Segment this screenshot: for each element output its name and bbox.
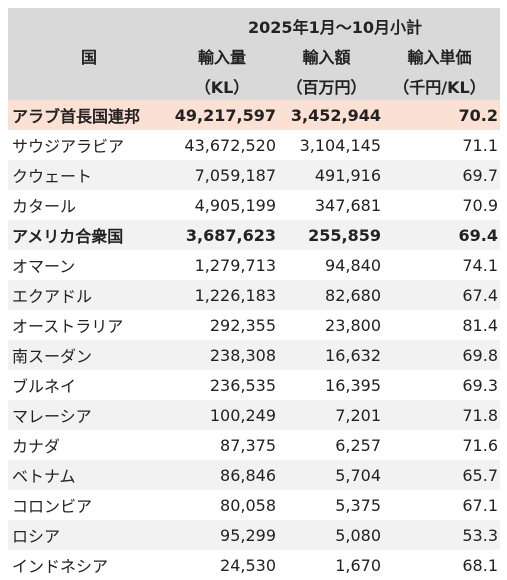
value-cell: 5,704 (335, 465, 381, 485)
column-unit: （千円/KL） (393, 78, 486, 97)
table-row: コロンビア 80,058 5,375 67.1 (8, 490, 500, 520)
period-header: 2025年1月～10月小計 (248, 18, 422, 37)
table-header: 2025年1月～10月小計 国 輸入量 （KL） 輸入額 （百万円） 輸入単価 … (8, 8, 500, 100)
table-row: 南スーダン 238,308 16,632 69.8 (8, 340, 500, 370)
value-cell: 43,672,520 (184, 135, 276, 155)
column-header: 国 (80, 48, 97, 67)
value-cell: 70.9 (462, 195, 498, 215)
value-cell: 69.3 (462, 375, 498, 395)
country-cell: コロンビア (12, 497, 93, 516)
country-cell: 南スーダン (12, 347, 93, 366)
column-unit: （百万円） (286, 78, 367, 97)
table-row: アメリカ合衆国 3,687,623 255,859 69.4 (8, 220, 500, 250)
country-cell: ブルネイ (12, 377, 77, 396)
table-row: ベトナム 86,846 5,704 65.7 (8, 460, 500, 490)
value-cell: 16,632 (325, 345, 381, 365)
value-cell: 347,681 (314, 195, 381, 215)
value-cell: 1,226,183 (194, 285, 276, 305)
value-cell: 81.4 (462, 315, 498, 335)
table: 2025年1月～10月小計 国 輸入量 （KL） 輸入額 （百万円） 輸入単価 … (8, 8, 500, 580)
country-cell: アラブ首長国連邦 (12, 107, 141, 126)
table-row: エクアドル 1,226,183 82,680 67.4 (8, 280, 500, 310)
value-cell: 74.1 (462, 255, 498, 275)
value-cell: 100,249 (209, 405, 276, 425)
value-cell: 1,279,713 (194, 255, 276, 275)
table-row: カタール 4,905,199 347,681 70.9 (8, 190, 500, 220)
value-cell: 236,535 (209, 375, 276, 395)
value-cell: 67.1 (462, 495, 498, 515)
table-row: カナダ 87,375 6,257 71.6 (8, 430, 500, 460)
value-cell: 49,217,597 (174, 105, 276, 125)
table-row: ロシア 95,299 5,080 53.3 (8, 520, 500, 550)
value-cell: 5,375 (335, 495, 381, 515)
value-cell: 69.4 (458, 225, 498, 245)
country-cell: クウェート (12, 167, 93, 186)
value-cell: 53.3 (462, 525, 498, 545)
value-cell: 6,257 (335, 435, 381, 455)
value-cell: 69.8 (462, 345, 498, 365)
table-row: オマーン 1,279,713 94,840 74.1 (8, 250, 500, 280)
column-header: 輸入額 (302, 48, 351, 67)
value-cell: 491,916 (314, 165, 381, 185)
value-cell: 1,670 (335, 555, 381, 575)
country-cell: エクアドル (12, 287, 93, 306)
value-cell: 69.7 (462, 165, 498, 185)
value-cell: 238,308 (209, 345, 276, 365)
value-cell: 7,059,187 (194, 165, 276, 185)
table-row: サウジアラビア 43,672,520 3,104,145 71.1 (8, 130, 500, 160)
country-cell: アメリカ合衆国 (12, 227, 124, 246)
column-header: 輸入量 (197, 48, 246, 67)
table-row: ブルネイ 236,535 16,395 69.3 (8, 370, 500, 400)
table-row: インドネシア 24,530 1,670 68.1 (8, 550, 500, 580)
value-cell: 86,846 (220, 465, 276, 485)
country-cell: サウジアラビア (12, 137, 125, 156)
country-cell: インドネシア (12, 557, 109, 576)
value-cell: 3,687,623 (185, 225, 276, 245)
column-header: 輸入単価 (407, 48, 472, 67)
value-cell: 65.7 (462, 465, 498, 485)
value-cell: 7,201 (335, 405, 381, 425)
value-cell: 3,104,145 (299, 135, 381, 155)
value-cell: 292,355 (209, 315, 276, 335)
country-cell: マレーシア (12, 407, 92, 426)
country-cell: オマーン (12, 257, 76, 276)
value-cell: 24,530 (220, 555, 276, 575)
country-cell: ベトナム (12, 467, 76, 486)
value-cell: 82,680 (325, 285, 381, 305)
country-cell: ロシア (12, 527, 61, 546)
country-cell: オーストラリア (12, 317, 124, 336)
value-cell: 5,080 (335, 525, 381, 545)
table-row: マレーシア 100,249 7,201 71.8 (8, 400, 500, 430)
table-body: アラブ首長国連邦 49,217,597 3,452,944 70.2 サウジアラビア 43… (8, 100, 500, 580)
value-cell: 3,452,944 (290, 105, 381, 125)
table-row: クウェート 7,059,187 491,916 69.7 (8, 160, 500, 190)
table-row: アラブ首長国連邦 49,217,597 3,452,944 70.2 (8, 100, 500, 130)
value-cell: 94,840 (325, 255, 381, 275)
value-cell: 4,905,199 (194, 195, 276, 215)
value-cell: 71.6 (462, 435, 498, 455)
value-cell: 68.1 (462, 555, 498, 575)
table-row: オーストラリア 292,355 23,800 81.4 (8, 310, 500, 340)
column-unit: （KL） (194, 78, 250, 97)
value-cell: 67.4 (462, 285, 498, 305)
country-cell: カナダ (12, 437, 61, 456)
value-cell: 95,299 (220, 525, 276, 545)
value-cell: 255,859 (308, 225, 381, 245)
value-cell: 71.8 (462, 405, 498, 425)
value-cell: 71.1 (462, 135, 498, 155)
value-cell: 80,058 (220, 495, 276, 515)
value-cell: 87,375 (220, 435, 276, 455)
country-cell: カタール (12, 197, 77, 216)
value-cell: 70.2 (458, 105, 498, 125)
value-cell: 23,800 (325, 315, 381, 335)
value-cell: 16,395 (325, 375, 381, 395)
